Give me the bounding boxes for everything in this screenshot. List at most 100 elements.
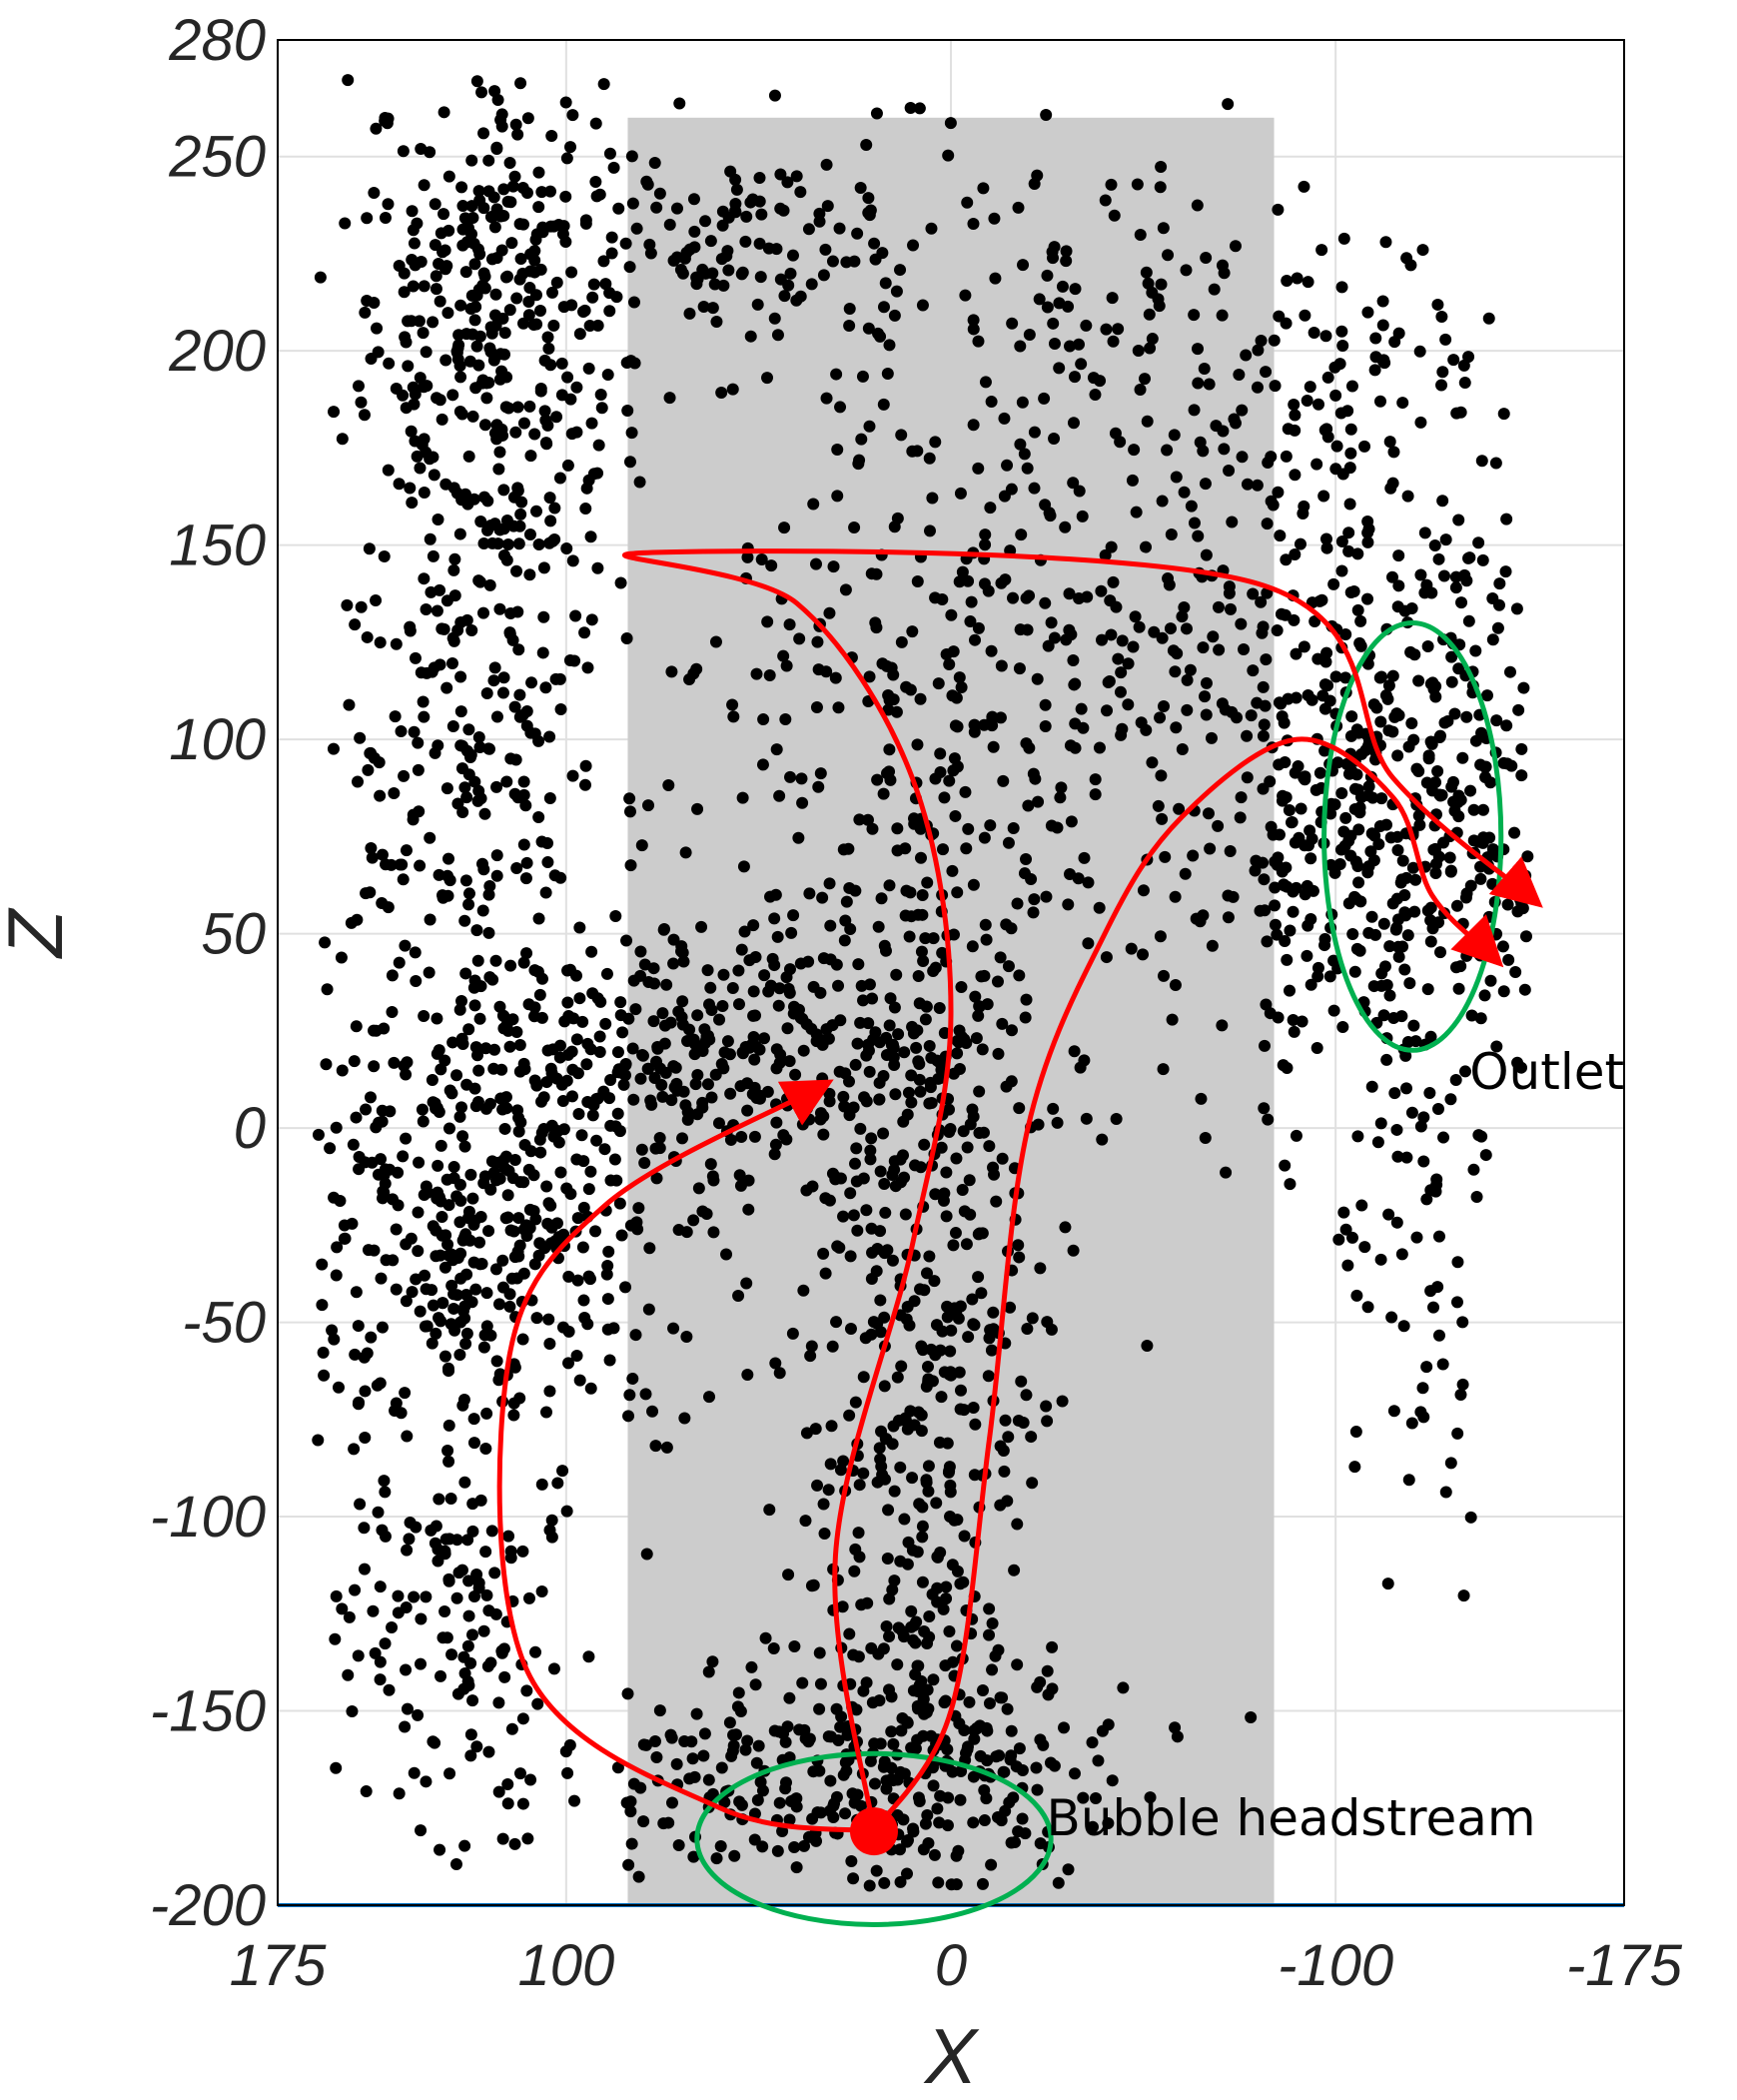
data-point [891,1773,904,1786]
data-point [1402,1474,1415,1487]
data-point [512,1250,525,1263]
data-point [756,1784,769,1797]
data-point [1482,312,1495,325]
data-point [763,669,776,682]
data-point [1055,781,1068,794]
data-point [1271,624,1284,637]
data-point [1420,1361,1433,1374]
data-point [726,383,739,396]
data-point [758,1032,771,1045]
data-point [426,665,438,678]
data-point [1137,948,1150,961]
data-point [583,1273,596,1286]
data-point [459,967,472,980]
data-point [635,1143,648,1156]
data-point [368,1060,381,1073]
data-point [868,1737,881,1750]
data-point [1441,714,1454,727]
data-point [716,999,729,1012]
data-point [545,129,558,142]
data-point [528,964,541,977]
data-point [360,1103,373,1116]
data-point [689,1078,702,1091]
data-point [805,278,818,291]
flow-arrow [496,1079,875,1834]
data-point [741,1369,754,1382]
data-point [525,676,538,689]
data-point [440,1173,453,1186]
data-point [967,1318,980,1331]
data-point [453,1178,466,1191]
data-point [365,1331,378,1344]
data-point [565,428,578,441]
data-point [658,923,671,936]
data-point [478,1170,491,1183]
data-point [888,1155,901,1168]
data-point [491,93,504,106]
data-point [578,626,591,639]
data-point [584,1165,597,1178]
data-point [544,1199,557,1212]
data-point [1405,1417,1418,1430]
data-point [942,1466,955,1479]
data-point [359,1432,372,1445]
data-point [721,245,734,258]
data-point [761,1085,774,1098]
data-point [1358,1241,1371,1254]
data-point [1154,181,1167,194]
data-point [570,1033,583,1046]
data-point [434,394,446,407]
data-point [783,1813,796,1826]
data-point [362,763,375,776]
data-point [495,1646,508,1659]
data-point [522,296,535,309]
data-point [986,1616,999,1629]
data-point [696,1096,709,1109]
data-point [401,1702,414,1715]
data-point [412,763,425,776]
data-point [425,585,437,598]
data-point [884,992,897,1005]
data-point [741,1104,754,1117]
data-point [575,1129,588,1142]
data-point [496,686,509,699]
data-point [735,268,748,281]
data-point [1216,1019,1229,1032]
data-point [477,267,490,280]
data-point [787,1000,800,1013]
data-point [619,1281,632,1294]
data-point [564,1187,577,1200]
data-point [414,859,427,872]
data-point [1032,795,1045,808]
data-point [1229,417,1242,430]
data-point [455,739,468,752]
data-point [1518,983,1531,996]
data-point [1346,1231,1359,1244]
data-point [474,1494,487,1507]
data-point [603,147,616,160]
data-point [1429,842,1442,855]
data-point [843,881,856,894]
data-point [966,1293,979,1306]
data-point [458,781,471,794]
data-point [857,1172,870,1185]
data-point [642,799,655,812]
data-point [1304,978,1317,991]
data-point [1216,259,1229,272]
data-point [931,1551,944,1564]
data-point [503,1040,516,1053]
data-point [656,1007,669,1020]
data-point [981,1754,994,1767]
data-point [954,1793,967,1806]
data-point [1409,1035,1422,1048]
data-point [687,193,700,206]
data-point [817,1498,830,1511]
data-point [877,1069,890,1082]
data-point [1045,616,1058,629]
data-point [1031,672,1044,685]
data-point [1016,396,1029,409]
data-point [837,1090,850,1103]
data-point [773,789,786,802]
data-point [1391,600,1404,613]
data-point [909,1159,922,1172]
